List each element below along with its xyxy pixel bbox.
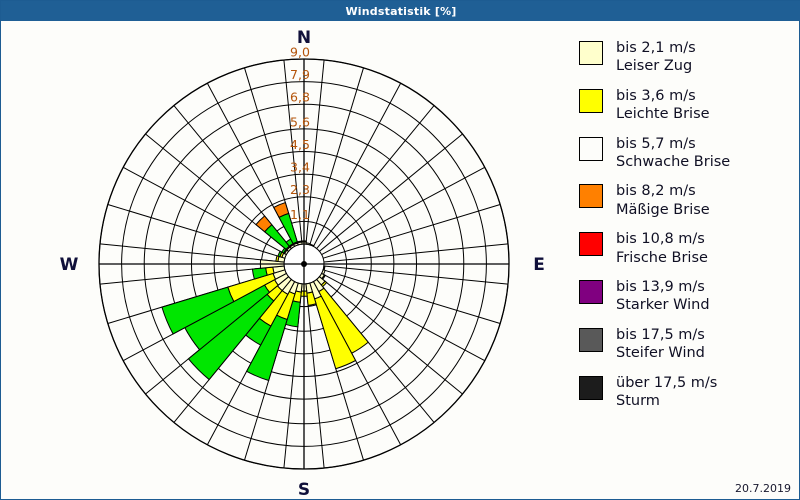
- legend-label: bis 10,8 m/s Frische Brise: [616, 230, 708, 267]
- legend-label: über 17,5 m/s Sturm: [616, 374, 717, 411]
- grid-spoke: [323, 265, 509, 285]
- windrose-petal-WbS: [251, 267, 268, 280]
- legend-item: über 17,5 m/s Sturm: [579, 374, 794, 411]
- legend-name-label: Schwache Brise: [616, 154, 731, 171]
- legend-name-label: Sturm: [616, 393, 660, 410]
- grid-spoke: [309, 67, 364, 246]
- legend-item: bis 3,6 m/s Leichte Brise: [579, 87, 794, 124]
- radial-tick-label: 9,0: [290, 45, 310, 60]
- windrose-petal-SSE: [313, 295, 357, 370]
- legend-speed-label: bis 2,1 m/s: [616, 40, 696, 56]
- legend-color-swatch: [579, 41, 603, 65]
- legend-label: bis 5,7 m/s Schwache Brise: [616, 135, 730, 172]
- legend-speed-label: bis 17,5 m/s: [616, 326, 705, 343]
- windrose-petal-WbN: [275, 255, 280, 262]
- windrose-petal-SbE: [306, 291, 317, 306]
- legend-color-swatch: [579, 327, 603, 352]
- windrose-petal-SSW: [245, 314, 288, 382]
- grid-spoke: [99, 243, 285, 263]
- windrose-chart-area: 1,1 2,3 3,4 4,5 5,6 6,8 7,9 9,0 N S W E: [1, 21, 566, 499]
- windrose-petal-NNW: [273, 201, 290, 219]
- legend-item: bis 10,8 m/s Frische Brise: [579, 230, 794, 267]
- windrose-petal-WSW: [161, 286, 235, 335]
- wind-speed-legend: bis 2,1 m/s Leiser Zug bis 3,6 m/s Leich…: [579, 39, 794, 422]
- grid-spoke: [319, 133, 463, 252]
- windrose-petal-WNW: [277, 250, 283, 258]
- grid-spoke: [319, 276, 463, 395]
- legend-label: bis 17,5 m/s Steifer Wind: [616, 326, 705, 363]
- direction-label-south: S: [298, 480, 310, 499]
- legend-label: bis 8,2 m/s Mäßige Brise: [616, 182, 710, 219]
- windrose-svg: 1,1 2,3 3,4 4,5 5,6 6,8 7,9 9,0 N S W E: [60, 28, 545, 499]
- date-stamp: 20.7.2019: [735, 482, 791, 495]
- legend-name-label: Leiser Zug: [616, 58, 693, 75]
- direction-label-north: N: [297, 28, 311, 48]
- legend-speed-label: bis 10,8 m/s: [616, 231, 705, 248]
- legend-speed-label: bis 5,7 m/s: [616, 135, 696, 152]
- legend-color-swatch: [579, 136, 603, 161]
- legend-color-swatch: [579, 232, 603, 257]
- grid-spoke: [322, 269, 501, 324]
- legend-name-label: Starker Wind: [616, 297, 710, 314]
- polar-axes: [98, 58, 510, 470]
- grid-spoke: [107, 204, 286, 259]
- direction-label-east: E: [533, 255, 545, 275]
- legend-speed-label: bis 8,2 m/s: [616, 183, 696, 200]
- legend-item: bis 8,2 m/s Mäßige Brise: [579, 182, 794, 219]
- legend-item: bis 17,5 m/s Steifer Wind: [579, 326, 794, 363]
- legend-color-swatch: [579, 375, 603, 400]
- compass-direction-labels: N S W E: [60, 28, 545, 499]
- legend-speed-label: bis 13,9 m/s: [616, 279, 705, 296]
- legend-item: bis 5,7 m/s Schwache Brise: [579, 135, 794, 172]
- radial-tick-label: 3,4: [290, 160, 310, 175]
- grid-spoke: [323, 243, 509, 263]
- grid-spoke: [321, 166, 486, 256]
- legend-label: bis 2,1 m/s Leiser Zug: [616, 39, 696, 76]
- grid-spoke: [305, 283, 325, 469]
- legend-color-swatch: [579, 88, 603, 113]
- legend-speed-label: über 17,5 m/s: [616, 374, 718, 391]
- radial-tick-label: 7,9: [290, 67, 310, 82]
- window-title: Windstatistik [%]: [345, 4, 457, 18]
- radial-tick-label: 4,5: [290, 137, 310, 152]
- legend-label: bis 3,6 m/s Leichte Brise: [616, 87, 710, 124]
- windrose-petal-SW: [187, 293, 275, 381]
- legend-speed-label: bis 3,6 m/s: [616, 87, 696, 104]
- grid-spoke: [283, 59, 303, 245]
- radial-tick-label: 2,3: [290, 182, 310, 197]
- legend-item: bis 2,1 m/s Leiser Zug: [579, 39, 794, 76]
- legend-item: bis 13,9 m/s Starker Wind: [579, 278, 794, 315]
- windrose-petal-NNE: [309, 243, 315, 248]
- window-titlebar: Windstatistik [%]: [1, 1, 800, 21]
- grid-spoke: [122, 166, 287, 256]
- legend-color-swatch: [579, 280, 603, 305]
- grid-spoke: [321, 272, 486, 362]
- legend-name-label: Frische Brise: [616, 249, 708, 266]
- grid-spoke: [322, 204, 501, 259]
- grid-spoke: [305, 59, 325, 245]
- outer-boundary-ring: [98, 58, 510, 470]
- legend-color-swatch: [579, 184, 603, 209]
- legend-name-label: Leichte Brise: [616, 106, 710, 123]
- rose-center-point: [301, 261, 307, 267]
- radial-tick-label: 1,1: [290, 207, 310, 222]
- radial-tick-label: 5,6: [290, 114, 310, 129]
- radial-tick-labels: 1,1 2,3 3,4 4,5 5,6 6,8 7,9 9,0: [290, 45, 310, 222]
- windrose-petals: [161, 201, 369, 382]
- windrose-petal-NbW: [296, 240, 303, 244]
- radial-tick-label: 6,8: [290, 90, 310, 105]
- direction-label-west: W: [60, 255, 79, 275]
- grid-spoke: [312, 82, 402, 247]
- windrose-petal-NW: [255, 215, 273, 233]
- grid-spoke: [316, 105, 435, 249]
- legend-label: bis 13,9 m/s Starker Wind: [616, 278, 710, 315]
- legend-name-label: Steifer Wind: [616, 345, 705, 362]
- legend-name-label: Mäßige Brise: [616, 201, 710, 218]
